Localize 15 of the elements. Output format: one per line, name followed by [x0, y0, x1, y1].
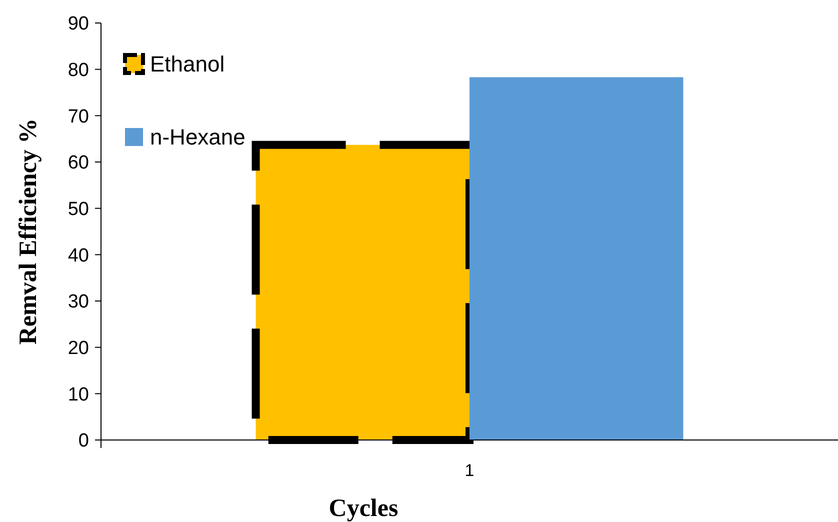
y-tick-label: 30: [68, 292, 89, 313]
y-tick-label: 60: [68, 152, 89, 174]
legend-label: Ethanol: [150, 52, 225, 77]
x-axis-title: Cycles: [328, 495, 398, 522]
x-tick-label: 1: [464, 461, 474, 480]
y-tick-label: 20: [68, 338, 89, 359]
y-axis-title: Remval Efficiency %: [15, 118, 42, 345]
y-tick-label: 10: [68, 384, 89, 406]
y-tick-label: 80: [68, 60, 89, 81]
y-tick-label: 0: [78, 430, 89, 452]
legend-label: n-Hexane: [150, 124, 246, 150]
y-tick-label: 90: [68, 14, 89, 35]
y-tick-label: 70: [68, 106, 89, 128]
y-tick-label: 50: [68, 198, 89, 220]
y-tick-label: 40: [68, 245, 89, 266]
